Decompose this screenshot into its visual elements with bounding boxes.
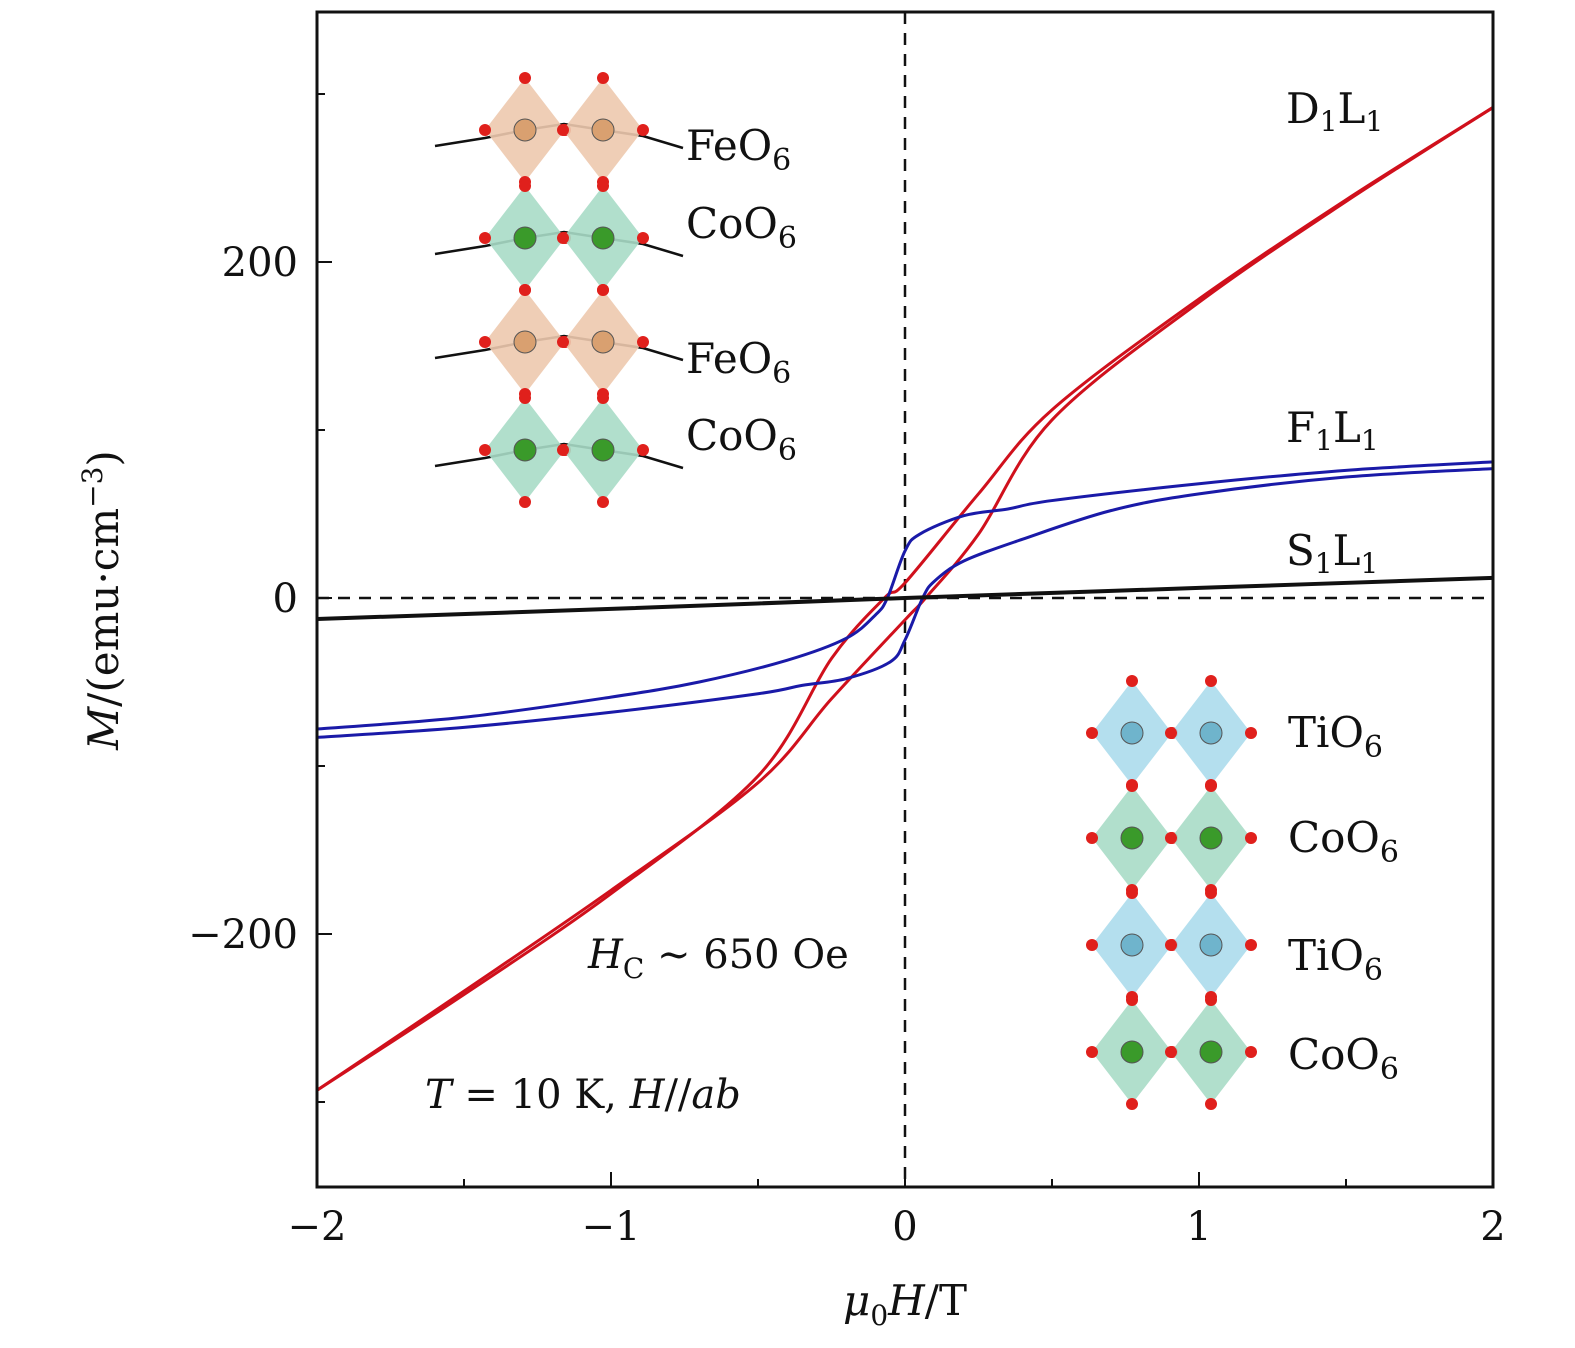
oxygen-atom <box>1165 939 1177 951</box>
metal-atom <box>1120 1040 1144 1064</box>
x-tick-label: 1 <box>1186 1204 1211 1250</box>
inset2-label-1: TiO6 <box>1288 708 1383 765</box>
inset1-label-1: FeO6 <box>686 121 791 178</box>
oxygen-atom <box>519 72 531 84</box>
series-label-f1l1: F1L1 <box>1286 403 1379 457</box>
axis-ticks: −2 −1 0 1 2 −200 0 200 <box>188 93 1506 1250</box>
inset1-label-2: CoO6 <box>686 199 797 256</box>
inset2-label-2: CoO6 <box>1288 813 1399 870</box>
oxygen-atom <box>519 284 531 296</box>
series-1-branch-1 <box>316 467 1494 739</box>
oxygen-atom <box>1205 994 1217 1006</box>
oxygen-atom <box>479 124 491 136</box>
series-0-branch-0 <box>316 106 1494 1092</box>
oxygen-atom <box>557 336 569 348</box>
oxygen-atom <box>1126 780 1138 792</box>
y-tick-label: 200 <box>222 240 298 286</box>
inset1-label-4: CoO6 <box>686 411 797 468</box>
metal-atom <box>513 226 537 250</box>
oxygen-atom <box>597 496 609 508</box>
coercive-field-annotation: HC ∼ 650 Oe <box>587 932 849 985</box>
inset2-label-3: TiO6 <box>1288 931 1383 988</box>
oxygen-atom <box>1165 832 1177 844</box>
y-axis-label: M/(emu·cm−3) <box>76 450 128 751</box>
oxygen-atom <box>597 284 609 296</box>
inset1-label-3: FeO6 <box>686 334 791 391</box>
metal-atom <box>1120 826 1144 850</box>
oxygen-atom <box>1205 675 1217 687</box>
series-0-branch-1 <box>316 106 1494 1092</box>
metal-atom <box>1199 721 1223 745</box>
x-tick-label: −2 <box>288 1204 347 1250</box>
series-label-s1l1: S1L1 <box>1286 526 1378 580</box>
metal-atom <box>591 226 615 250</box>
conditions-annotation: T = 10 K, H//ab <box>425 1072 741 1118</box>
x-axis-label: μ0H/T <box>843 1276 967 1332</box>
metal-atom <box>1199 933 1223 957</box>
oxygen-atom <box>557 124 569 136</box>
oxygen-atom <box>1205 1098 1217 1110</box>
series-label-d1l1: D1L1 <box>1286 84 1383 138</box>
oxygen-atom <box>519 392 531 404</box>
oxygen-atom <box>479 232 491 244</box>
oxygen-atom <box>519 180 531 192</box>
oxygen-atom <box>1086 1046 1098 1058</box>
oxygen-atom <box>557 444 569 456</box>
metal-atom <box>1199 1040 1223 1064</box>
oxygen-atom <box>597 180 609 192</box>
oxygen-atom <box>479 336 491 348</box>
x-tick-label: −1 <box>582 1204 641 1250</box>
oxygen-atom <box>597 392 609 404</box>
oxygen-atom <box>479 444 491 456</box>
series-2-branch-0 <box>316 575 1494 621</box>
crystal-structure-insets <box>434 72 1257 1110</box>
metal-atom <box>1120 721 1144 745</box>
metal-atom <box>513 330 537 354</box>
x-tick-label: 0 <box>892 1204 917 1250</box>
oxygen-atom <box>1205 887 1217 899</box>
metal-atom <box>591 118 615 142</box>
oxygen-atom <box>637 232 649 244</box>
metal-atom <box>513 118 537 142</box>
oxygen-atom <box>1126 1098 1138 1110</box>
oxygen-atom <box>637 336 649 348</box>
oxygen-atom <box>1165 1046 1177 1058</box>
oxygen-atom <box>1245 727 1257 739</box>
oxygen-atom <box>1126 994 1138 1006</box>
metal-atom <box>591 438 615 462</box>
oxygen-atom <box>637 124 649 136</box>
oxygen-atom <box>1205 780 1217 792</box>
oxygen-atom <box>1126 887 1138 899</box>
metal-atom <box>1199 826 1223 850</box>
metal-atom <box>1120 933 1144 957</box>
oxygen-atom <box>1126 675 1138 687</box>
y-tick-label: 0 <box>273 576 298 622</box>
oxygen-atom <box>557 232 569 244</box>
series-1-branch-0 <box>316 460 1494 731</box>
oxygen-atom <box>637 444 649 456</box>
oxygen-atom <box>1086 727 1098 739</box>
oxygen-atom <box>1086 939 1098 951</box>
oxygen-atom <box>597 72 609 84</box>
metal-atom <box>513 438 537 462</box>
oxygen-atom <box>1245 832 1257 844</box>
metal-atom <box>591 330 615 354</box>
oxygen-atom <box>1245 939 1257 951</box>
inset2-label-4: CoO6 <box>1288 1030 1399 1087</box>
oxygen-atom <box>1086 832 1098 844</box>
oxygen-atom <box>1245 1046 1257 1058</box>
y-tick-label: −200 <box>188 912 298 958</box>
oxygen-atom <box>519 496 531 508</box>
oxygen-atom <box>1165 727 1177 739</box>
curves <box>316 106 1494 1092</box>
inset-labels: FeO6 CoO6 FeO6 CoO6 TiO6 CoO6 TiO6 CoO6 <box>686 121 1399 1087</box>
x-tick-label: 2 <box>1480 1204 1505 1250</box>
